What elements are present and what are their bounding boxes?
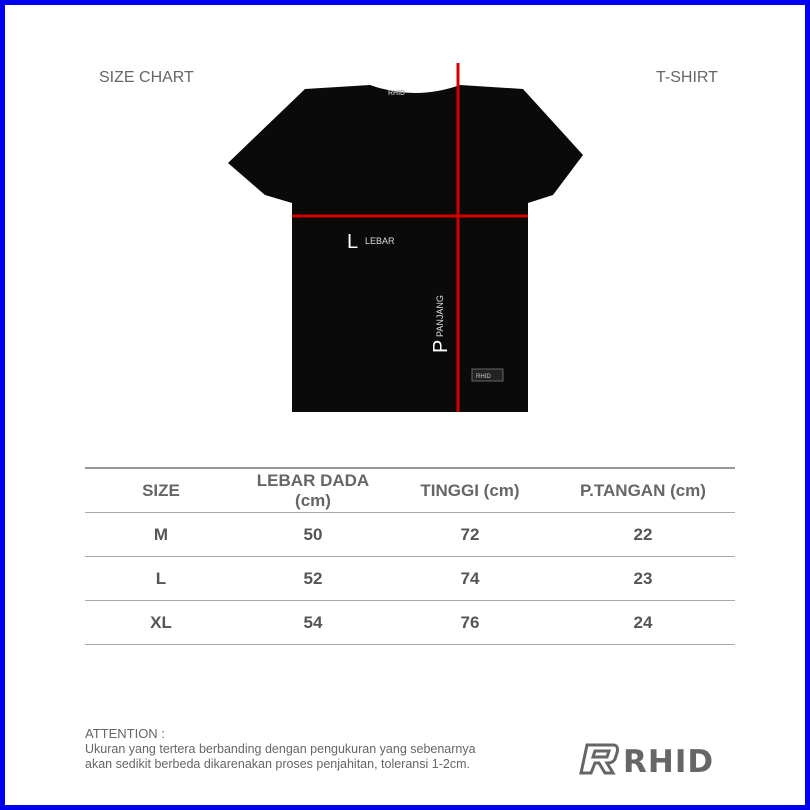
hem-tag-text: RHID — [476, 374, 491, 380]
header-size: SIZE — [85, 467, 237, 513]
cell: 52 — [237, 556, 389, 601]
table-row: M 50 72 22 — [85, 512, 735, 557]
tshirt-diagram: L LEBAR P PANJANG RHID RHID — [228, 63, 583, 412]
attention-line-2: akan sedikit berbeda dikarenakan proses … — [85, 757, 470, 771]
header-height: TINGGI (cm) — [389, 467, 551, 513]
cell: M — [85, 512, 237, 557]
tshirt-shape — [228, 85, 583, 412]
header-chest-width: LEBAR DADA (cm) — [237, 467, 389, 513]
attention-note: ATTENTION : Ukuran yang tertera berbandi… — [85, 726, 476, 772]
size-table: SIZE LEBAR DADA (cm) TINGGI (cm) P.TANGA… — [85, 467, 735, 645]
cell: 23 — [551, 556, 735, 601]
neck-logo: RHID — [388, 90, 405, 97]
cell: 24 — [551, 600, 735, 645]
product-type-label: T-SHIRT — [656, 69, 718, 86]
table-row: L 52 74 23 — [85, 556, 735, 601]
cell: 54 — [237, 600, 389, 645]
cell: 76 — [389, 600, 551, 645]
cell: 72 — [389, 512, 551, 557]
cell: 22 — [551, 512, 735, 557]
width-label: LEBAR — [365, 236, 395, 246]
cell: 74 — [389, 556, 551, 601]
table-header-row: SIZE LEBAR DADA (cm) TINGGI (cm) P.TANGA… — [85, 467, 735, 513]
rhid-logo: RHID — [579, 743, 714, 777]
cell: XL — [85, 600, 237, 645]
table-row: XL 54 76 24 — [85, 600, 735, 645]
cell: 50 — [237, 512, 389, 557]
rhid-r-emblem-icon — [579, 743, 619, 775]
cell: L — [85, 556, 237, 601]
attention-title: ATTENTION : — [85, 726, 165, 741]
size-chart-label: SIZE CHART — [99, 69, 194, 86]
hem-tag — [471, 368, 504, 382]
length-label: PANJANG — [435, 295, 445, 337]
header-sleeve: P.TANGAN (cm) — [551, 467, 735, 513]
logo-text: RHID — [623, 744, 714, 777]
width-letter: L — [347, 231, 358, 253]
length-letter: P — [430, 340, 452, 353]
attention-line-1: Ukuran yang tertera berbanding dengan pe… — [85, 742, 476, 756]
